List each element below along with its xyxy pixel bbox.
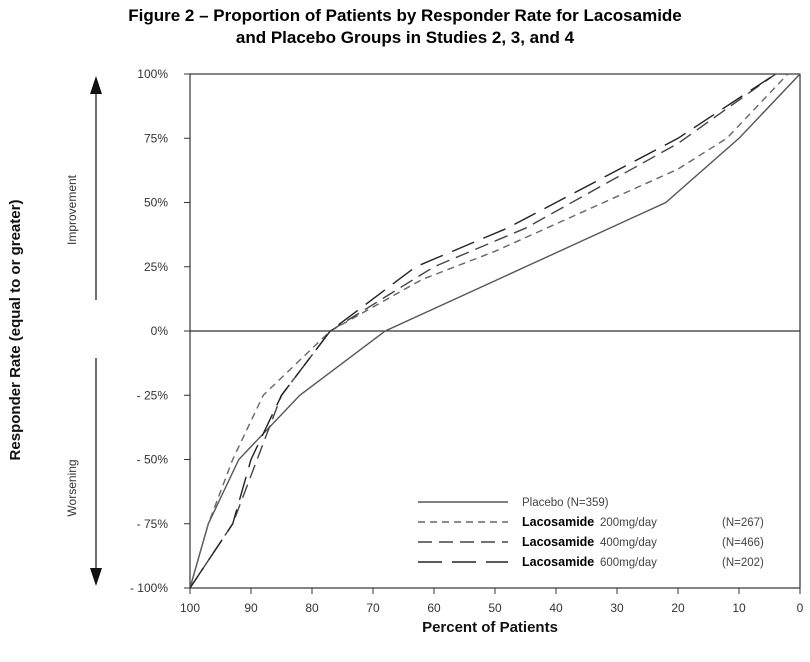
series-line-placebo xyxy=(189,73,801,589)
series-line-600mg-day xyxy=(189,73,776,589)
legend-dose-label: 200mg/day xyxy=(600,517,657,529)
x-tick-label: 80 xyxy=(305,601,319,615)
x-tick-label: 50 xyxy=(488,601,502,615)
worsening-arrowhead xyxy=(90,568,102,586)
improvement-arrowhead xyxy=(90,76,102,94)
y-tick-label: 50% xyxy=(144,196,168,210)
y-tick-label: - 100% xyxy=(130,581,168,595)
y-tick-label: 100% xyxy=(137,67,168,81)
chart-title-line2: and Placebo Groups in Studies 2, 3, and … xyxy=(235,28,575,47)
y-tick-label: 75% xyxy=(144,131,168,145)
legend-drug-label: Lacosamide xyxy=(522,515,594,529)
x-tick-label: 60 xyxy=(427,601,441,615)
x-tick-label: 10 xyxy=(732,601,746,615)
legend-drug-label: Lacosamide xyxy=(522,535,594,549)
chart-title-line1: Figure 2 – Proportion of Patients by Res… xyxy=(128,6,682,25)
worsening-label: Worsening xyxy=(65,459,79,516)
series-line-200mg-day xyxy=(189,73,789,589)
legend-n-label: (N=267) xyxy=(722,517,764,529)
y-tick-label: 0% xyxy=(151,324,169,338)
legend-n-label: (N=466) xyxy=(722,537,764,549)
legend: Placebo (N=359) Lacosamide 200mg/day (N=267… xyxy=(418,497,764,569)
x-tick-label: 0 xyxy=(797,601,804,615)
y-tick-label: - 75% xyxy=(137,517,169,531)
improvement-label: Improvement xyxy=(65,174,79,245)
legend-drug-label: Lacosamide xyxy=(522,555,594,569)
y-tick-label: - 50% xyxy=(137,453,169,467)
legend-dose-label: 400mg/day xyxy=(600,537,657,549)
x-tick-label: 20 xyxy=(671,601,685,615)
y-tick-label: - 25% xyxy=(137,388,169,402)
legend-placebo-label: Placebo (N=359) xyxy=(522,497,609,509)
x-tick-label: 90 xyxy=(244,601,258,615)
legend-n-label: (N=202) xyxy=(722,557,764,569)
x-tick-label: 30 xyxy=(610,601,624,615)
x-tick-label: 100 xyxy=(180,601,200,615)
y-axis-label: Responder Rate (equal to or greater) xyxy=(7,200,24,461)
x-tick-label: 70 xyxy=(366,601,380,615)
x-tick-label: 40 xyxy=(549,601,563,615)
x-axis-label: Percent of Patients xyxy=(422,619,558,636)
y-tick-label: 25% xyxy=(144,260,168,274)
legend-dose-label: 600mg/day xyxy=(600,557,657,569)
